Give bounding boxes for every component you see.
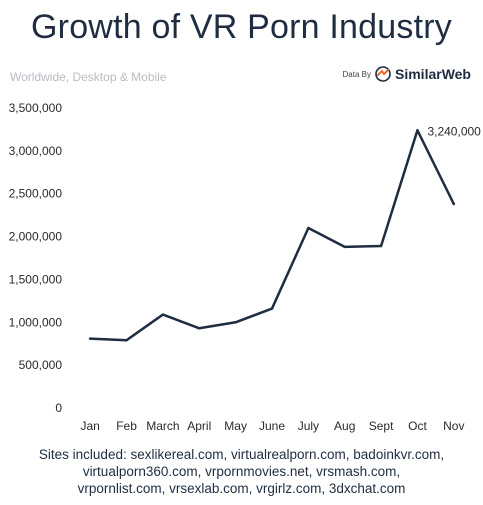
y-axis: 0 500,000 1,000,000 1,500,000 2,000,000 2,500… <box>9 101 63 415</box>
y-tick-label: 500,000 <box>19 358 63 372</box>
series <box>88 129 456 342</box>
data-point <box>270 307 274 310</box>
footnote-line: virtualporn360.com, vrpornmovies.net, vr… <box>82 464 401 479</box>
chart-title: Growth of VR Porn Industry <box>31 8 452 46</box>
y-tick-label: 0 <box>55 401 62 415</box>
y-tick-label: 1,000,000 <box>9 315 63 329</box>
y-tick-label: 3,000,000 <box>9 144 63 158</box>
chart-subtitle: Worldwide, Desktop & Mobile <box>10 70 167 84</box>
data-label: 3,240,000 <box>427 124 481 138</box>
x-axis: Jan Feb March April May June July Aug Sept Oct Nov <box>81 419 465 433</box>
data-point <box>416 129 419 132</box>
footnote-line: Sites included: sexlikereal.com, virtual… <box>38 447 445 462</box>
y-tick-label: 2,500,000 <box>9 187 63 201</box>
x-tick-label: Feb <box>116 419 137 433</box>
annotations: 3,240,000 <box>427 124 481 138</box>
data-point <box>307 226 310 230</box>
data-point <box>234 321 237 324</box>
x-tick-label: May <box>224 419 247 433</box>
x-tick-label: April <box>187 419 211 433</box>
attribution: Data By SimilarWeb <box>343 66 471 82</box>
data-point <box>88 337 92 340</box>
x-tick-label: Jan <box>81 419 100 433</box>
data-point <box>379 244 383 248</box>
data-point <box>125 339 128 342</box>
y-tick-label: 1,500,000 <box>9 272 63 286</box>
data-point <box>452 202 456 206</box>
y-tick-label: 2,000,000 <box>9 230 63 244</box>
data-point <box>161 313 165 316</box>
x-tick-label: Oct <box>408 419 427 433</box>
similarweb-logo-icon <box>375 66 391 82</box>
line-chart: 0 500,000 1,000,000 1,500,000 2,000,000 2,500… <box>9 101 482 433</box>
data-point <box>198 327 201 330</box>
y-tick-label: 3,500,000 <box>9 101 63 115</box>
data-point <box>343 245 346 249</box>
attribution-brand: SimilarWeb <box>395 66 471 82</box>
x-tick-label: June <box>259 419 285 433</box>
footnote: Sites included: sexlikereal.com, virtual… <box>0 446 483 497</box>
x-tick-label: Sept <box>369 419 394 433</box>
x-tick-label: July <box>298 419 319 433</box>
attribution-prefix: Data By <box>342 69 371 79</box>
x-tick-label: Nov <box>443 419 464 433</box>
x-tick-label: Aug <box>334 419 355 433</box>
footnote-line: vrpornlist.com, vrsexlab.com, vrgirlz.co… <box>77 481 406 496</box>
x-tick-label: March <box>146 419 179 433</box>
